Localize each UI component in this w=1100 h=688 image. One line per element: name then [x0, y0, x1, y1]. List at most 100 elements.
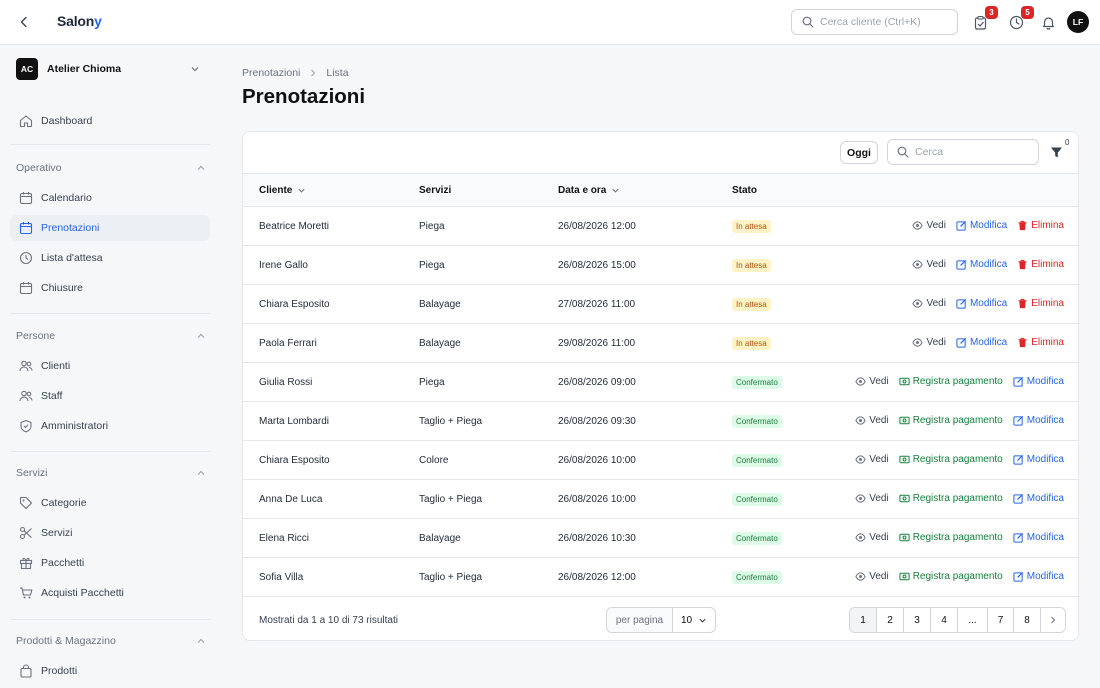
per-page-select[interactable]: 10	[673, 608, 715, 632]
brand-logo[interactable]: Salony	[57, 13, 102, 29]
sidebar-item-label: Staff	[41, 390, 63, 402]
page-button[interactable]: 7	[987, 608, 1013, 632]
status-badge: Confermato	[732, 376, 782, 389]
tasks-button[interactable]: 3	[970, 6, 998, 32]
sidebar-item-acquisti-pacchetti[interactable]: Acquisti Pacchetti	[10, 580, 210, 606]
sidebar-item-calendario[interactable]: Calendario	[10, 185, 210, 211]
cell-data: 26/08/2026 09:30	[558, 416, 636, 427]
edit-button[interactable]: Modifica	[1013, 376, 1064, 387]
edit-button[interactable]: Modifica	[1013, 493, 1064, 504]
edit-button[interactable]: Modifica	[956, 220, 1007, 231]
register-payment-button[interactable]: Registra pagamento	[899, 493, 1003, 504]
global-search[interactable]	[791, 9, 958, 35]
table-search[interactable]	[887, 139, 1039, 165]
notifications-button[interactable]	[1038, 12, 1058, 32]
brand-main: Salon	[57, 13, 95, 29]
sidebar-item-clienti[interactable]: Clienti	[10, 353, 210, 379]
cell-data: 27/08/2026 11:00	[558, 299, 636, 310]
table-row: Anna De Luca Taglio + Piega 26/08/2026 1…	[243, 480, 1078, 519]
register-payment-button[interactable]: Registra pagamento	[899, 415, 1003, 426]
breadcrumb-parent[interactable]: Prenotazioni	[242, 67, 301, 79]
page-button[interactable]: 2	[876, 608, 903, 632]
view-button[interactable]: Vedi	[855, 454, 889, 465]
cell-servizi: Colore	[419, 455, 449, 466]
cell-servizi: Balayage	[419, 533, 461, 544]
edit-button[interactable]: Modifica	[1013, 454, 1064, 465]
sidebar-item-amministratori[interactable]: Amministratori	[10, 413, 210, 439]
org-switcher[interactable]: AC Atelier Chioma	[16, 58, 206, 80]
delete-button[interactable]: Elimina	[1017, 259, 1064, 270]
sidebar-item-chiusure[interactable]: Chiusure	[10, 275, 210, 301]
sidebar-item-servizi[interactable]: Servizi	[10, 520, 210, 546]
view-button[interactable]: Vedi	[912, 337, 946, 348]
user-avatar[interactable]: LF	[1067, 11, 1089, 33]
register-payment-button[interactable]: Registra pagamento	[899, 376, 1003, 387]
view-button[interactable]: Vedi	[912, 298, 946, 309]
sidebar-item-staff[interactable]: Staff	[10, 383, 210, 409]
register-payment-button[interactable]: Registra pagamento	[899, 454, 1003, 465]
top-bar: Salony 3 5 LF	[0, 0, 1100, 45]
view-label: Vedi	[869, 415, 889, 426]
cash-icon	[899, 455, 910, 464]
edit-button[interactable]: Modifica	[1013, 571, 1064, 582]
sidebar-item-prodotti[interactable]: Prodotti	[10, 658, 210, 684]
sidebar-item-categorie[interactable]: Categorie	[10, 490, 210, 516]
section-label: Persone	[16, 330, 56, 342]
view-button[interactable]: Vedi	[855, 493, 889, 504]
pay-label: Registra pagamento	[912, 454, 1003, 465]
view-button[interactable]: Vedi	[855, 571, 889, 582]
section-persone[interactable]: Persone	[16, 328, 206, 344]
page-title: Prenotazioni	[242, 85, 366, 108]
sidebar-item-dashboard[interactable]: Dashboard	[10, 108, 210, 134]
filter-button[interactable]	[1048, 144, 1064, 160]
column-data[interactable]: Data e ora	[558, 185, 620, 196]
edit-label: Modifica	[1026, 376, 1064, 387]
edit-button[interactable]: Modifica	[1013, 415, 1064, 426]
page-button[interactable]: 8	[1013, 608, 1040, 632]
cell-servizi: Balayage	[419, 338, 461, 349]
edit-button[interactable]: Modifica	[956, 337, 1007, 348]
sidebar-item-pacchetti[interactable]: Pacchetti	[10, 550, 210, 576]
delete-button[interactable]: Elimina	[1017, 220, 1064, 231]
filter-count: 0	[1065, 138, 1070, 147]
sidebar-item-lista-attesa[interactable]: Lista d'attesa	[10, 245, 210, 271]
chevron-up-icon	[197, 470, 205, 475]
edit-button[interactable]: Modifica	[956, 259, 1007, 270]
page-button[interactable]: 1	[850, 608, 876, 632]
pagination: 1 2 3 4 ... 7 8	[849, 607, 1066, 633]
cell-data: 26/08/2026 10:00	[558, 455, 636, 466]
column-cliente[interactable]: Cliente	[259, 185, 306, 196]
row-actions: Vedi Modifica Elimina	[902, 259, 1064, 270]
register-payment-button[interactable]: Registra pagamento	[899, 532, 1003, 543]
search-icon	[897, 146, 909, 158]
sidebar-item-prenotazioni[interactable]: Prenotazioni	[10, 215, 210, 241]
view-button[interactable]: Vedi	[912, 259, 946, 270]
section-prodotti[interactable]: Prodotti & Magazzino	[16, 633, 206, 649]
today-button[interactable]: Oggi	[840, 141, 878, 164]
table-search-input[interactable]	[915, 146, 1035, 158]
back-button[interactable]	[14, 12, 34, 32]
view-button[interactable]: Vedi	[855, 415, 889, 426]
section-operativo[interactable]: Operativo	[16, 160, 206, 176]
cell-servizi: Balayage	[419, 299, 461, 310]
breadcrumb: Prenotazioni Lista	[242, 67, 349, 79]
edit-button[interactable]: Modifica	[956, 298, 1007, 309]
global-search-input[interactable]	[820, 16, 950, 28]
pay-label: Registra pagamento	[912, 415, 1003, 426]
pay-label: Registra pagamento	[912, 571, 1003, 582]
section-servizi[interactable]: Servizi	[16, 465, 206, 481]
page-button[interactable]: 3	[903, 608, 930, 632]
view-button[interactable]: Vedi	[855, 376, 889, 387]
table-row: Irene Gallo Piega 26/08/2026 15:00 In at…	[243, 246, 1078, 285]
view-button[interactable]: Vedi	[912, 220, 946, 231]
delete-button[interactable]: Elimina	[1017, 298, 1064, 309]
page-button[interactable]: 4	[930, 608, 957, 632]
sidebar-item-label: Servizi	[41, 527, 73, 539]
timer-button[interactable]: 5	[1006, 6, 1034, 32]
next-page-button[interactable]	[1040, 608, 1065, 632]
delete-button[interactable]: Elimina	[1017, 337, 1064, 348]
sidebar-divider	[10, 144, 210, 145]
register-payment-button[interactable]: Registra pagamento	[899, 571, 1003, 582]
edit-button[interactable]: Modifica	[1013, 532, 1064, 543]
view-button[interactable]: Vedi	[855, 532, 889, 543]
